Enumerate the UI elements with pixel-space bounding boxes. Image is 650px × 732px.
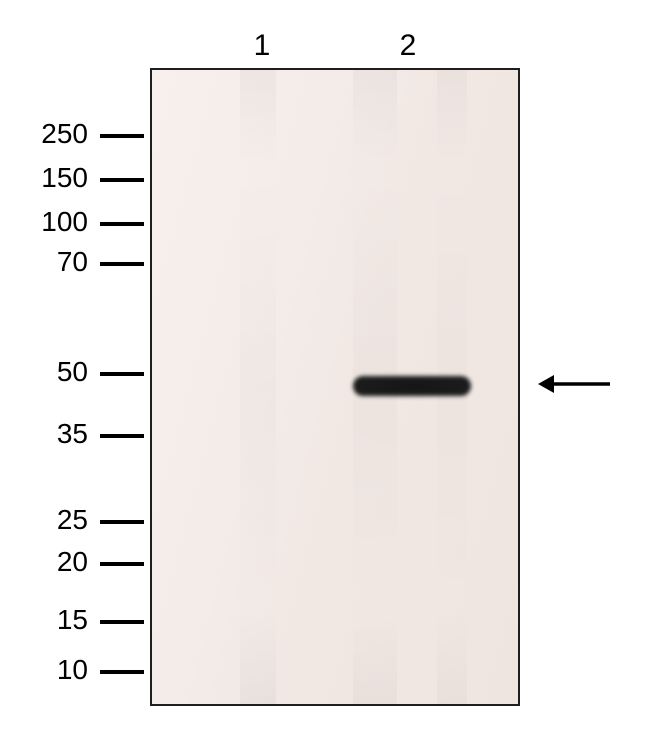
mw-label-20: 20: [57, 548, 88, 576]
mw-label-150: 150: [41, 164, 88, 192]
mw-tick-150: [100, 178, 144, 182]
mw-tick-35: [100, 434, 144, 438]
mw-tick-10: [100, 670, 144, 674]
mw-tick-250: [100, 134, 144, 138]
mw-tick-15: [100, 620, 144, 624]
band-indicator-arrow: [538, 372, 610, 396]
mw-label-250: 250: [41, 120, 88, 148]
mw-tick-20: [100, 562, 144, 566]
lane-label-1: 1: [254, 31, 271, 61]
blot-streak: [240, 70, 277, 704]
band-lane2: [353, 376, 471, 396]
figure-container: 1 2 250 150 100 70 50 35 25 20 15 10: [0, 0, 650, 732]
lane-label-2: 2: [400, 31, 417, 61]
mw-label-15: 15: [57, 606, 88, 634]
mw-label-35: 35: [57, 420, 88, 448]
mw-tick-25: [100, 520, 144, 524]
mw-tick-50: [100, 372, 144, 376]
mw-label-25: 25: [57, 506, 88, 534]
mw-label-100: 100: [41, 208, 88, 236]
mw-tick-70: [100, 262, 144, 266]
mw-label-50: 50: [57, 358, 88, 386]
mw-label-10: 10: [57, 656, 88, 684]
mw-tick-100: [100, 222, 144, 226]
mw-label-70: 70: [57, 248, 88, 276]
blot-frame: [150, 68, 520, 706]
